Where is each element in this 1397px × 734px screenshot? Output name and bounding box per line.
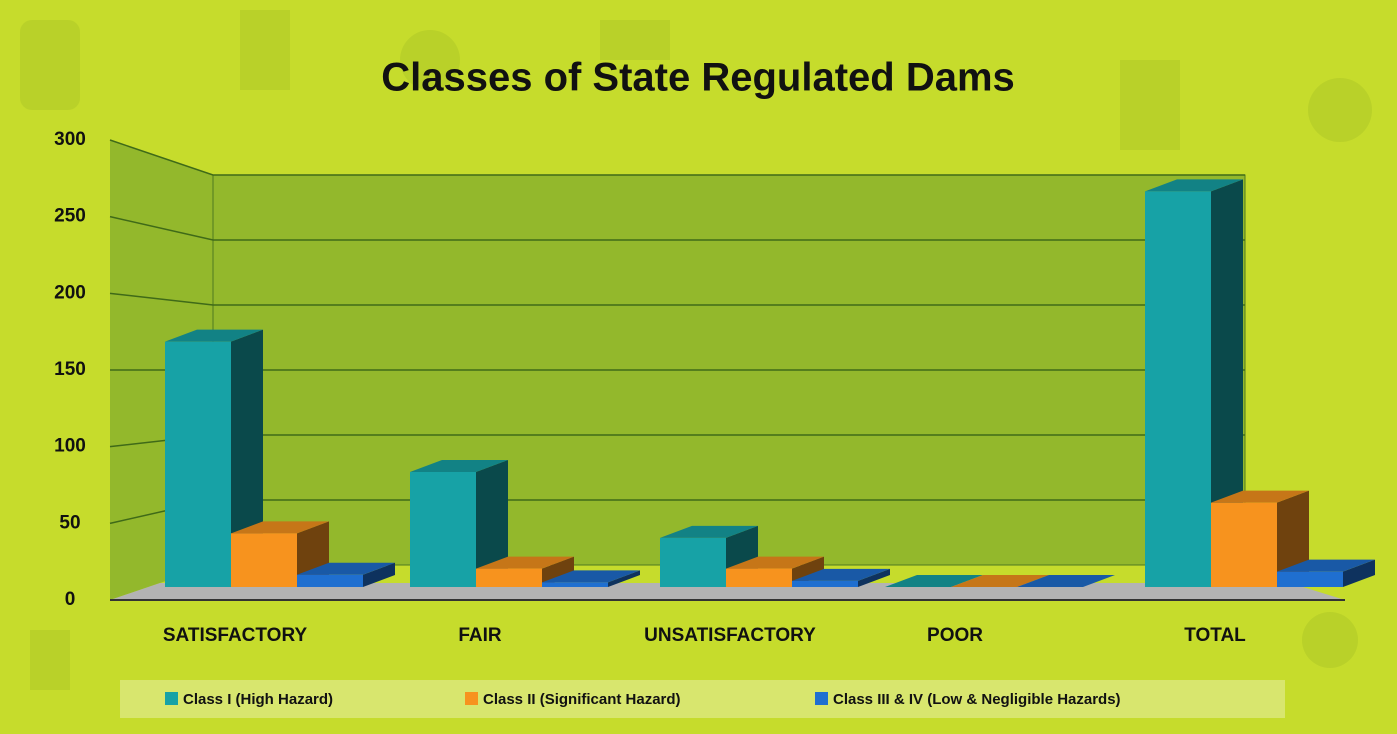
bar-side [231,329,263,587]
bar-side [858,568,890,587]
grid-line [109,215,1245,241]
bar-top [297,562,395,575]
bar-side [1343,559,1375,587]
grid-line [109,292,1245,306]
bar-top [476,556,574,569]
bar [660,537,726,587]
y-tick-label: 0 [65,589,76,610]
x-tick-label: TOTAL [1184,625,1246,646]
y-tick-label: 100 [54,436,86,457]
floor [110,583,1345,600]
bar-side [608,570,640,587]
legend-swatch [465,692,478,705]
x-tick-label: POOR [927,625,983,646]
bar-side [363,562,395,587]
x-tick-label: UNSATISFACTORY [644,625,816,646]
bar-top [165,329,263,342]
bar-top [1211,490,1309,503]
bar-top [231,521,329,534]
legend-swatch [165,692,178,705]
x-tick-label: FAIR [458,625,502,646]
bar-top [410,460,508,472]
bar-side [1211,179,1243,587]
bar-top [1145,179,1243,192]
bar-top [951,575,1049,587]
bar [1277,571,1343,587]
bar-top [1017,575,1115,587]
legend-label: Class III & IV (Low & Negligible Hazards… [833,691,1121,708]
grid-line [109,139,1245,176]
y-tick-label: 50 [59,512,80,533]
y-tick-label: 300 [54,129,86,150]
bar [476,568,542,587]
bar-top [792,568,890,581]
legend-label: Class I (High Hazard) [183,691,333,708]
legend-swatch [815,692,828,705]
bar-top [542,570,640,583]
bar [726,568,792,587]
bar [231,533,297,587]
bar-side [476,460,508,587]
bar-top [660,525,758,538]
bar-top [726,556,824,569]
legend-box [120,680,1285,718]
bar [792,580,858,587]
y-tick-label: 150 [54,359,86,380]
legend-label: Class II (Significant Hazard) [483,691,681,708]
background-pattern [20,10,1372,690]
y-tick-label: 200 [54,282,86,303]
bar [1145,191,1211,587]
bar-top [885,575,983,587]
bar-top [1277,559,1375,572]
bar [1211,502,1277,587]
bar [542,582,608,587]
chart-title: Classes of State Regulated Dams [381,56,1015,100]
y-tick-label: 250 [54,206,86,227]
bar [410,472,476,587]
bar [165,341,231,587]
x-tick-label: SATISFACTORY [163,625,308,646]
bar [297,574,363,587]
